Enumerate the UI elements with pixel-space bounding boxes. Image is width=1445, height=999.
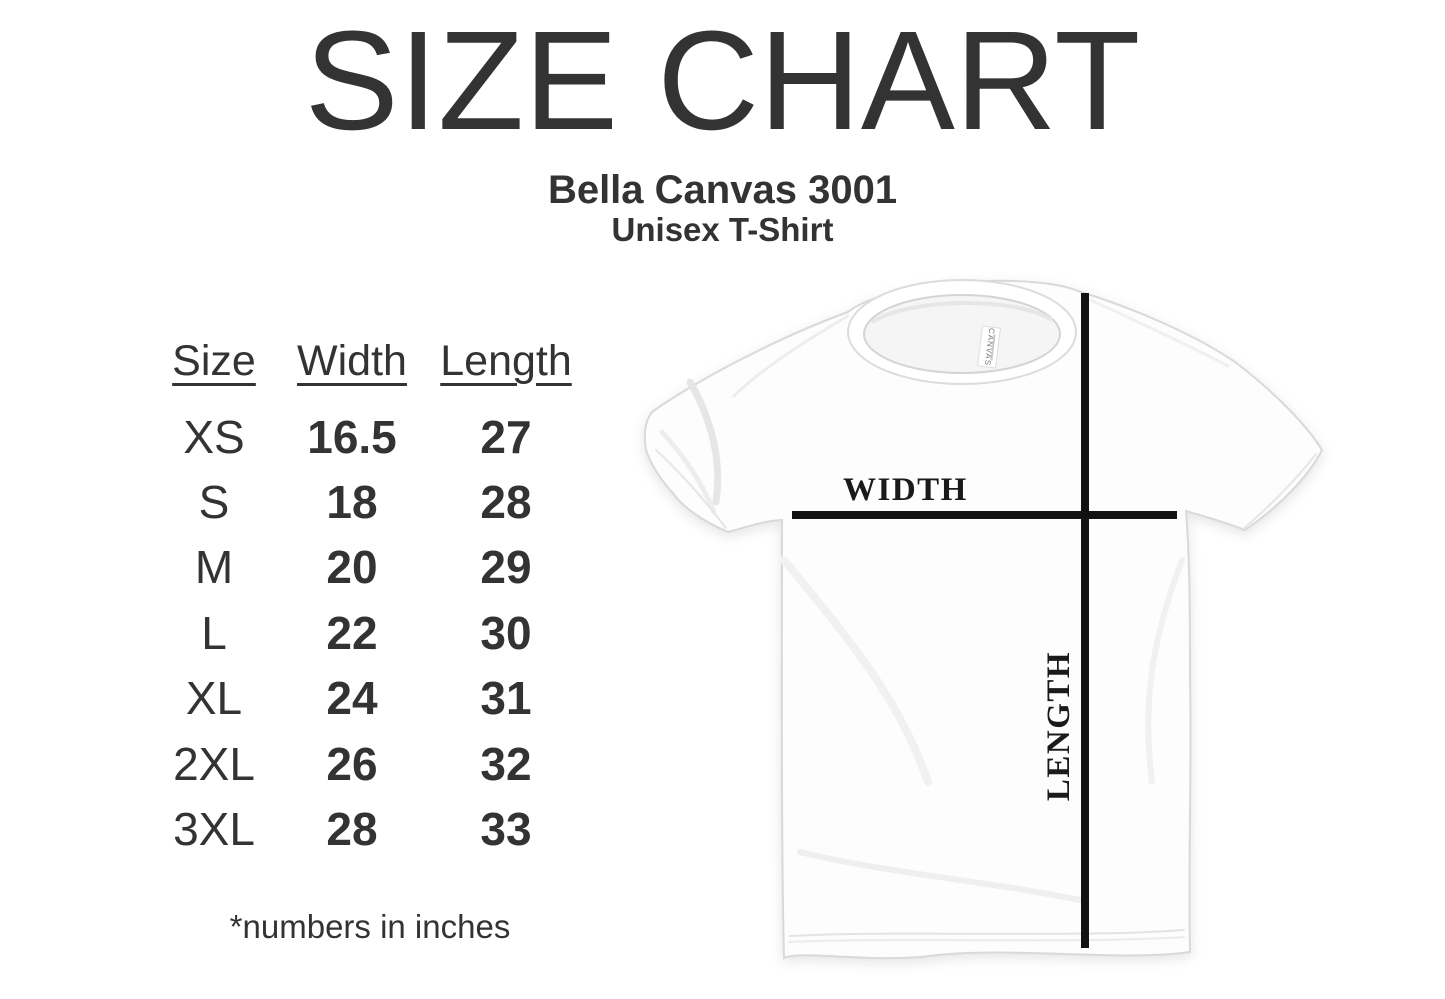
page-title: SIZE CHART [304, 1, 1141, 159]
fabric-wrinkles [655, 294, 1317, 943]
width-line [792, 511, 1177, 519]
size-cell: L [201, 606, 227, 659]
length-cell: 27 [480, 410, 532, 463]
tshirt-illustration: CANVAS WIDTH LENGTH [643, 279, 1324, 960]
width-cell: 16.5 [307, 410, 397, 463]
column-header-length: Length [440, 337, 572, 385]
length-cell: 31 [480, 672, 532, 725]
size-cell: 3XL [173, 803, 255, 856]
shirt-silhouette [643, 279, 1324, 960]
width-cell: 18 [326, 476, 378, 529]
collar [847, 279, 1077, 385]
tshirt-photo: CANVAS WIDTH LENGTH [600, 262, 1360, 988]
length-cell: 32 [480, 737, 532, 790]
column-header-size: Size [172, 337, 256, 385]
width-cell: 20 [326, 541, 378, 594]
width-cell: 22 [326, 606, 378, 659]
width-cell: 28 [326, 803, 378, 856]
length-cell: 33 [480, 803, 532, 856]
width-cell: 26 [326, 737, 378, 790]
size-cell: 2XL [173, 737, 255, 790]
collar-tag: CANVAS [977, 325, 1001, 369]
width-cell: 24 [326, 672, 378, 725]
subtitle-brand: Bella Canvas 3001 [547, 168, 898, 212]
size-cell: S [198, 476, 230, 529]
units-footnote: *numbers in inches [229, 908, 511, 945]
size-cell: M [194, 541, 234, 594]
length-line [1081, 293, 1089, 948]
size-cell: XL [185, 672, 243, 725]
size-table: Size Width Length XS 16.5 27 S 18 28 M 2… [120, 337, 620, 862]
column-header-width: Width [297, 337, 407, 385]
length-cell: 29 [480, 541, 532, 594]
length-cell: 30 [480, 606, 532, 659]
size-cell: XS [183, 410, 245, 463]
length-label: LENGTH [1041, 651, 1077, 801]
shirt-body-group [643, 279, 1324, 960]
width-label: WIDTH [843, 472, 968, 508]
length-cell: 28 [480, 476, 532, 529]
subtitle-product: Unisex T-Shirt [611, 211, 834, 248]
